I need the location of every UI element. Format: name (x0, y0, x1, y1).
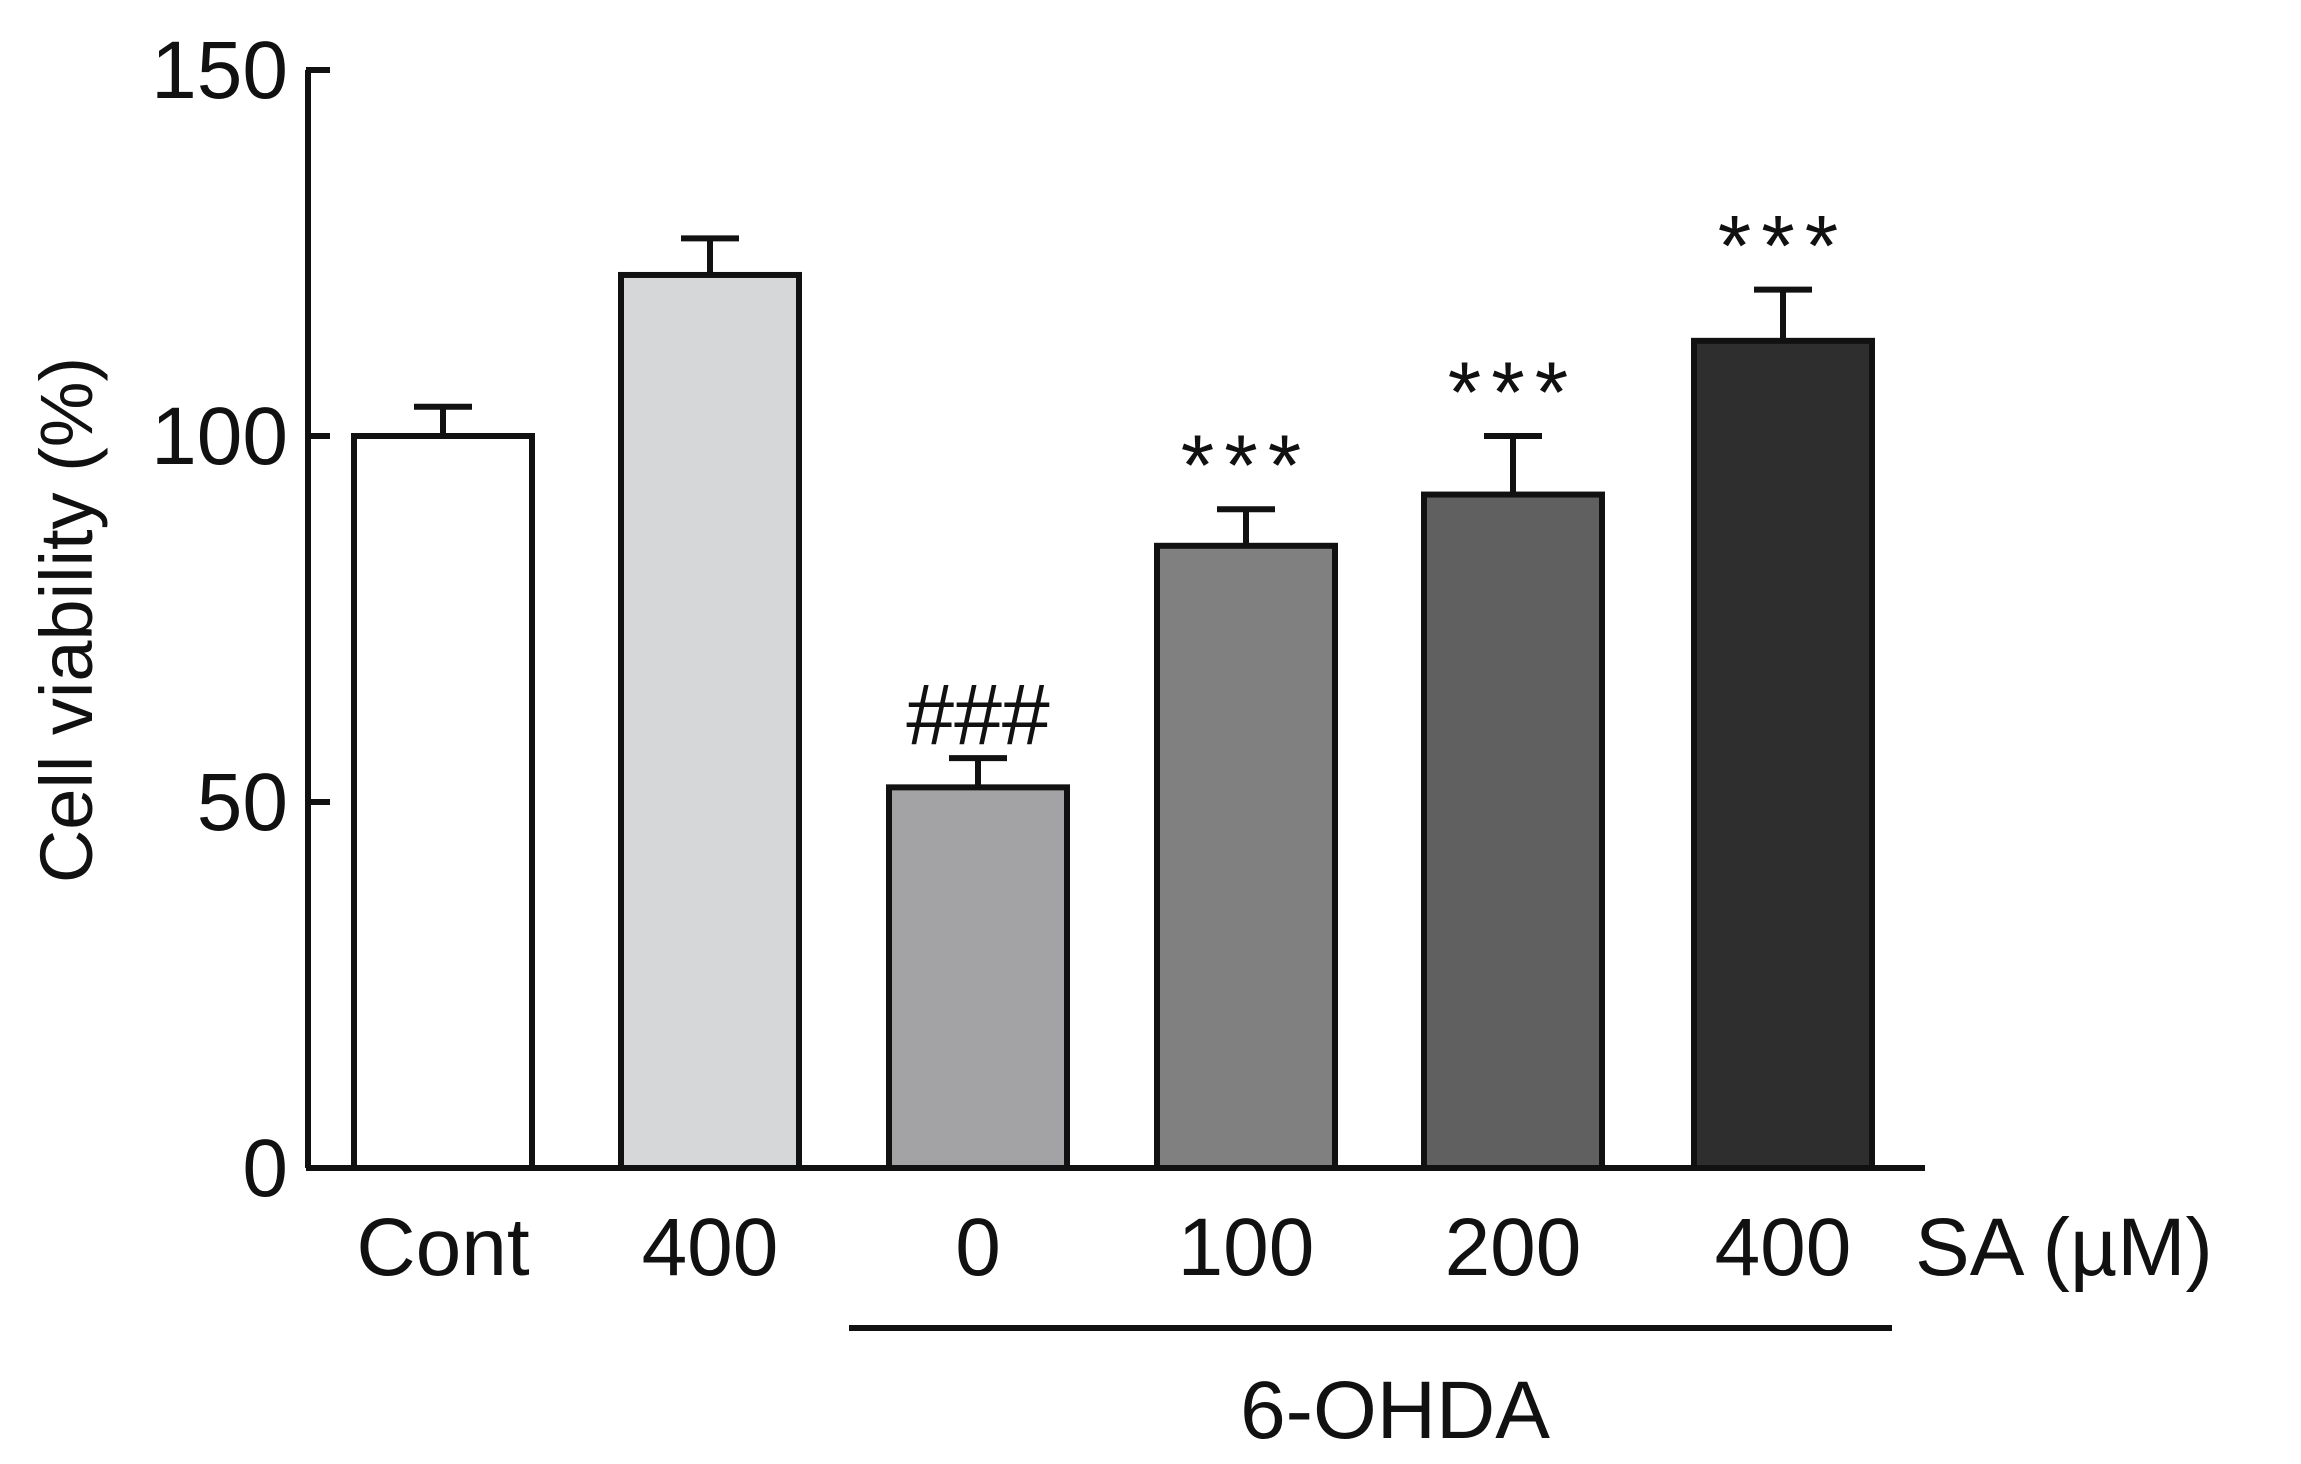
bar (351, 433, 535, 1171)
y-tick-label: 100 (151, 391, 288, 482)
x-tick-label: Cont (356, 1202, 529, 1293)
y-tick-label: 150 (151, 25, 288, 116)
axes: 0 50 100 150 (151, 25, 1925, 1331)
y-tick-label: 50 (197, 757, 288, 848)
significance-label: ### (906, 667, 1050, 763)
x-tick-label: 200 (1445, 1202, 1582, 1293)
significance-label: *** (1181, 418, 1311, 514)
bar (1421, 491, 1605, 1171)
group-label: 6-OHDA (1240, 1365, 1550, 1456)
x-tick-label: 400 (642, 1202, 779, 1293)
bar (886, 784, 1070, 1171)
x-tick-label: 100 (1178, 1202, 1315, 1293)
y-tick-label: 0 (242, 1123, 288, 1214)
y-axis-title: Cell viability (%) (25, 357, 108, 883)
significance-label: *** (1448, 345, 1578, 441)
error-bars (414, 235, 1812, 788)
x-tick-label: 0 (955, 1202, 1001, 1293)
significance-label: *** (1718, 199, 1848, 295)
labels: Cont 400 0 ### 100 *** 200 *** 400 *** (356, 199, 1851, 1293)
bar (1154, 542, 1338, 1171)
bars (351, 271, 1875, 1171)
unit-label: SA (µM) (1915, 1202, 2213, 1293)
bar (1691, 337, 1875, 1171)
bar (618, 271, 802, 1171)
x-tick-label: 400 (1715, 1202, 1852, 1293)
